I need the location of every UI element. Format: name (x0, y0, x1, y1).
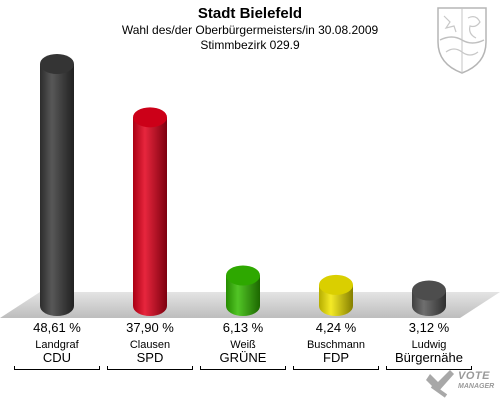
candidate-label: Ludwig (411, 339, 447, 351)
candidate-label: Buschmann (306, 339, 366, 351)
party-label: Bürgernähe (395, 350, 463, 365)
chart-title: Stadt Bielefeld (197, 5, 303, 22)
party-label: SPD (136, 350, 164, 365)
bar-body (226, 275, 260, 316)
bar-bürgernähe (412, 280, 446, 316)
bar-fdp (319, 274, 353, 316)
vote-manager-logo-icon (426, 370, 454, 398)
value-label: 4,24 % (315, 320, 357, 335)
bar-cdu (40, 54, 74, 316)
party-label: CDU (42, 350, 72, 365)
candidate-label: Clausen (129, 339, 171, 351)
candidate-label: Landgraf (35, 339, 79, 351)
value-label: 6,13 % (222, 320, 264, 335)
bar-grüne (226, 265, 260, 316)
party-bracket (386, 366, 472, 370)
party-label: FDP (323, 350, 349, 365)
logo-manager-text: MANAGER (458, 383, 495, 390)
party-bracket (107, 366, 193, 370)
bar-body (40, 64, 74, 316)
bar-cap (319, 274, 353, 295)
bar-cap (40, 54, 74, 74)
party-bracket (200, 366, 286, 370)
party-bracket (293, 366, 379, 370)
chart-subtitle: Wahl des/der Oberbürgermeisters/in 30.08… (121, 23, 379, 37)
bar-cap (226, 265, 260, 286)
bar-cap (133, 107, 167, 128)
coat-of-arms-icon (437, 7, 487, 74)
value-label: 3,12 % (408, 320, 450, 335)
logo-vote-text: VOTE (458, 370, 490, 382)
value-label: 37,90 % (126, 320, 174, 335)
bar-spd (133, 107, 167, 316)
bar-body (133, 117, 167, 316)
party-bracket (14, 366, 100, 370)
value-label: 48,61 % (33, 320, 81, 335)
candidate-label: Weiß (230, 339, 256, 351)
district-label: Stimmbezirk 029.9 (200, 38, 300, 52)
chart-header: Stadt Bielefeld Wahl des/der Oberbürgerm… (0, 4, 500, 53)
bar-cap (412, 280, 446, 301)
party-label: GRÜNE (219, 350, 267, 365)
